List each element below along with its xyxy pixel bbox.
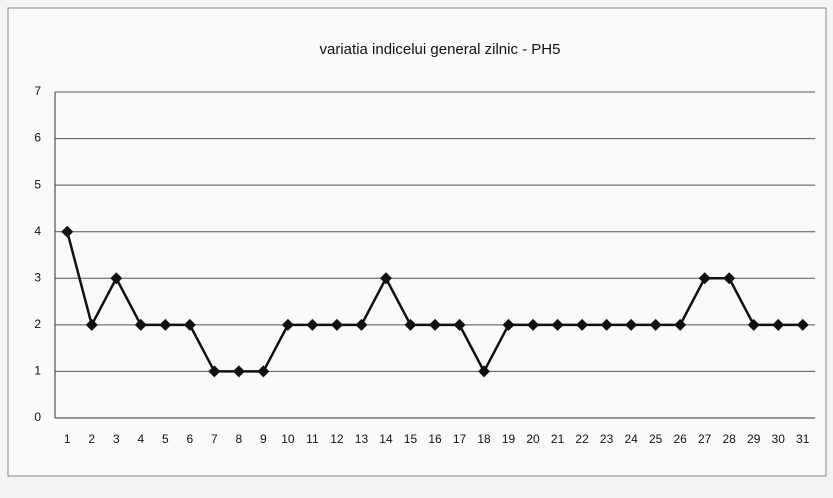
x-tick-label: 17 [453,432,467,446]
x-tick-label: 10 [281,432,295,446]
marker [61,225,74,238]
x-tick-label: 14 [379,432,393,446]
x-tick-label: 13 [355,432,369,446]
marker [772,318,785,331]
x-tick-label: 4 [137,432,144,446]
x-tick-label: 30 [772,432,786,446]
marker [404,318,417,331]
y-tick-label: 1 [34,364,41,378]
x-tick-label: 1 [64,432,71,446]
marker [527,318,540,331]
marker [551,318,564,331]
y-tick-label: 7 [34,84,41,98]
marker [232,365,245,378]
marker [698,272,711,285]
x-tick-label: 15 [404,432,418,446]
x-tick-label: 22 [575,432,589,446]
x-tick-label: 9 [260,432,267,446]
x-tick-label: 18 [477,432,491,446]
marker [453,318,466,331]
marker [625,318,638,331]
marker [208,365,221,378]
marker [306,318,319,331]
y-tick-label: 6 [34,131,41,145]
marker [355,318,368,331]
x-tick-label: 23 [600,432,614,446]
marker [379,272,392,285]
marker [330,318,343,331]
marker [429,318,441,331]
x-tick-label: 20 [526,432,540,446]
x-tick-label: 5 [162,432,169,446]
x-tick-label: 8 [236,432,243,446]
y-tick-label: 2 [34,317,41,331]
x-tick-label: 31 [796,432,810,446]
marker [159,318,172,331]
marker [85,318,98,331]
marker [796,318,809,331]
marker [674,318,687,331]
marker [502,318,515,331]
marker [576,318,589,331]
x-tick-label: 28 [723,432,737,446]
x-tick-label: 26 [673,432,687,446]
y-tick-label: 4 [34,224,41,238]
x-tick-label: 12 [330,432,344,446]
x-tick-label: 3 [113,432,120,446]
marker [600,318,613,331]
chart-title: variatia indicelui general zilnic - PH5 [320,41,561,58]
x-tick-label: 16 [428,432,442,446]
x-tick-label: 27 [698,432,712,446]
marker [478,365,491,378]
x-tick-label: 2 [88,432,95,446]
marker [747,318,760,331]
x-tick-label: 29 [747,432,761,446]
chart-frame [7,7,827,477]
x-tick-label: 7 [211,432,218,446]
y-tick-label: 3 [34,270,41,284]
x-tick-label: 11 [306,432,319,446]
x-tick-label: 24 [624,432,638,446]
y-tick-label: 0 [34,410,41,424]
marker [723,272,736,285]
marker [281,318,294,331]
marker [257,365,270,378]
x-tick-label: 6 [186,432,193,446]
x-tick-label: 25 [649,432,663,446]
marker [183,318,196,331]
x-tick-label: 21 [551,432,565,446]
marker [110,272,123,285]
marker [649,318,662,331]
x-tick-label: 19 [502,432,516,446]
y-tick-label: 5 [34,177,41,191]
marker [134,318,147,331]
